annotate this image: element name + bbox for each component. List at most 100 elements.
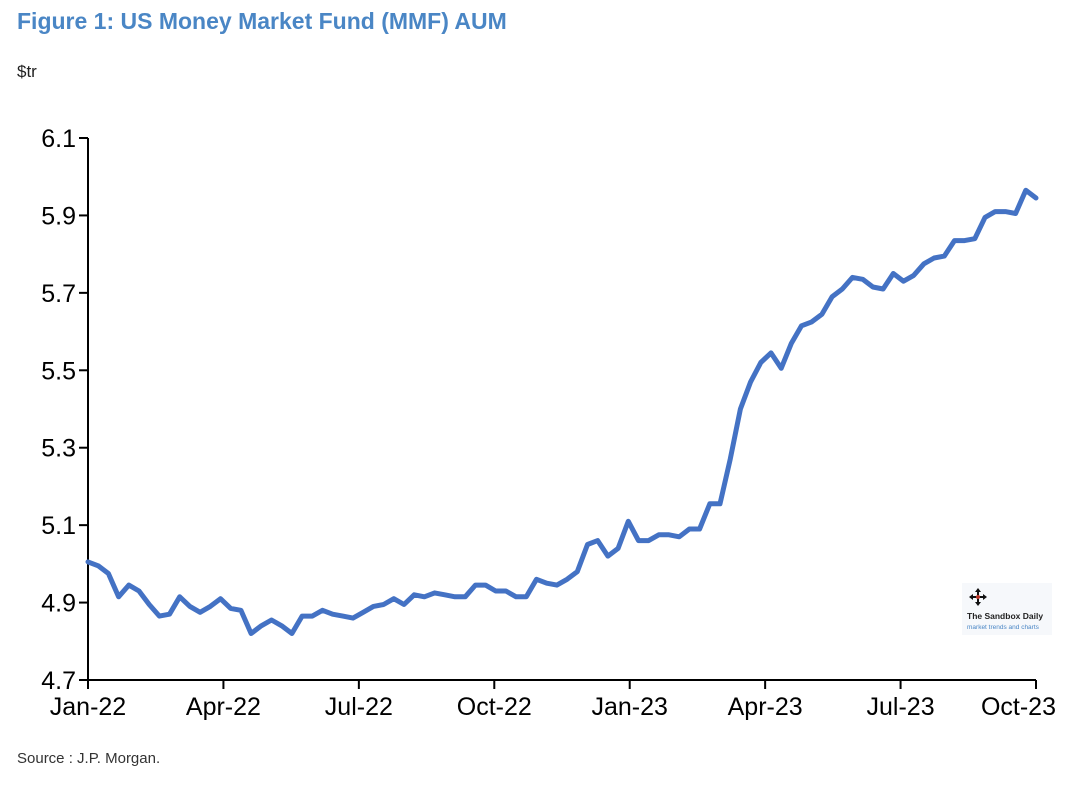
data-point: [596, 539, 600, 543]
data-point: [433, 591, 437, 595]
data-point: [616, 546, 620, 550]
y-tick-label: 5.9: [41, 202, 76, 230]
data-point: [270, 618, 273, 622]
data-point: [229, 606, 233, 610]
data-point: [137, 589, 141, 593]
source-note: Source : J.P. Morgan.: [17, 750, 161, 767]
data-point: [300, 614, 304, 618]
data-point: [555, 583, 559, 587]
data-point: [157, 614, 161, 618]
data-point: [881, 287, 885, 291]
data-point: [239, 608, 243, 612]
data-point: [840, 287, 844, 291]
series-group: [85, 187, 1039, 636]
data-point: [769, 351, 773, 355]
series-line: [85, 187, 1039, 636]
data-point: [759, 361, 763, 364]
data-point: [738, 407, 742, 411]
data-point: [504, 589, 508, 593]
data-point: [810, 320, 814, 324]
data-point: [382, 603, 386, 606]
data-point: [290, 632, 294, 635]
data-point: [779, 366, 783, 370]
data-point: [902, 279, 905, 283]
data-point: [545, 581, 549, 585]
data-point: [402, 603, 406, 606]
data-point: [310, 614, 314, 618]
data-point: [963, 239, 967, 243]
data-point: [494, 589, 498, 593]
data-point: [942, 254, 946, 258]
watermark-name: The Sandbox Daily: [967, 611, 1044, 621]
data-point: [147, 603, 151, 606]
data-point: [973, 237, 977, 241]
data-point: [473, 583, 477, 587]
data-point: [1003, 210, 1007, 214]
data-point: [1024, 188, 1028, 192]
data-point: [524, 595, 528, 599]
data-point: [86, 560, 90, 564]
data-point: [514, 595, 518, 599]
watermark-tagline: market trends and charts: [967, 624, 1039, 631]
y-tick-label: 5.5: [41, 357, 76, 385]
data-point: [96, 564, 100, 568]
data-point: [321, 608, 324, 612]
x-tick-label: Apr-22: [186, 693, 261, 721]
data-point: [249, 632, 253, 635]
data-point: [535, 577, 538, 581]
data-point: [117, 595, 121, 599]
data-point: [1034, 196, 1038, 200]
data-point: [484, 583, 487, 587]
data-point: [953, 239, 956, 243]
y-tick-label: 4.7: [41, 667, 76, 695]
data-point: [198, 610, 202, 614]
y-tick-label: 5.3: [41, 435, 76, 463]
data-point: [749, 380, 753, 384]
move-arrows-icon: [969, 588, 987, 606]
x-tick-label: Oct-23: [981, 693, 1056, 721]
data-point: [708, 502, 712, 506]
x-axis: Jan-22 Apr-22 Jul-22 Oct-22 Jan-23 Apr-23 Jul-…: [50, 679, 1056, 721]
y-axis: 6.1 5.9 5.7 5.5 5.3 5.1 4.9 4.7: [41, 125, 89, 695]
data-point: [677, 535, 681, 539]
data-point: [412, 593, 416, 597]
data-point: [422, 595, 426, 599]
data-point: [667, 533, 671, 537]
data-point: [728, 457, 732, 461]
data-point: [168, 612, 171, 616]
data-point: [891, 272, 895, 275]
data-point: [983, 215, 987, 219]
x-tick-label: Apr-23: [728, 693, 803, 721]
data-point: [127, 583, 131, 587]
data-point: [657, 533, 661, 537]
data-point: [830, 295, 834, 299]
data-point: [463, 595, 467, 599]
y-tick-label: 4.9: [41, 590, 76, 618]
data-point: [718, 502, 722, 506]
data-point: [820, 312, 824, 316]
y-tick-label: 5.1: [41, 512, 76, 540]
data-point: [280, 624, 284, 628]
data-point: [208, 604, 212, 608]
data-point: [932, 256, 936, 260]
data-point: [392, 597, 396, 601]
data-point: [575, 570, 579, 574]
watermark-logo: The Sandbox Daily market trends and char…: [962, 583, 1052, 635]
x-tick-label: Jul-22: [325, 693, 393, 721]
data-point: [586, 543, 589, 546]
data-point: [188, 604, 192, 608]
data-point: [861, 277, 865, 281]
x-tick-label: Jul-23: [867, 693, 935, 721]
data-point: [626, 519, 630, 523]
x-tick-label: Jan-23: [591, 693, 667, 721]
data-point: [341, 614, 345, 618]
data-point: [219, 597, 222, 601]
data-point: [851, 275, 854, 279]
data-point: [637, 539, 640, 543]
x-tick-label: Oct-22: [457, 693, 532, 721]
data-point: [371, 604, 375, 608]
data-point: [178, 595, 182, 599]
data-point: [606, 554, 610, 558]
y-tick-label: 6.1: [41, 125, 76, 153]
